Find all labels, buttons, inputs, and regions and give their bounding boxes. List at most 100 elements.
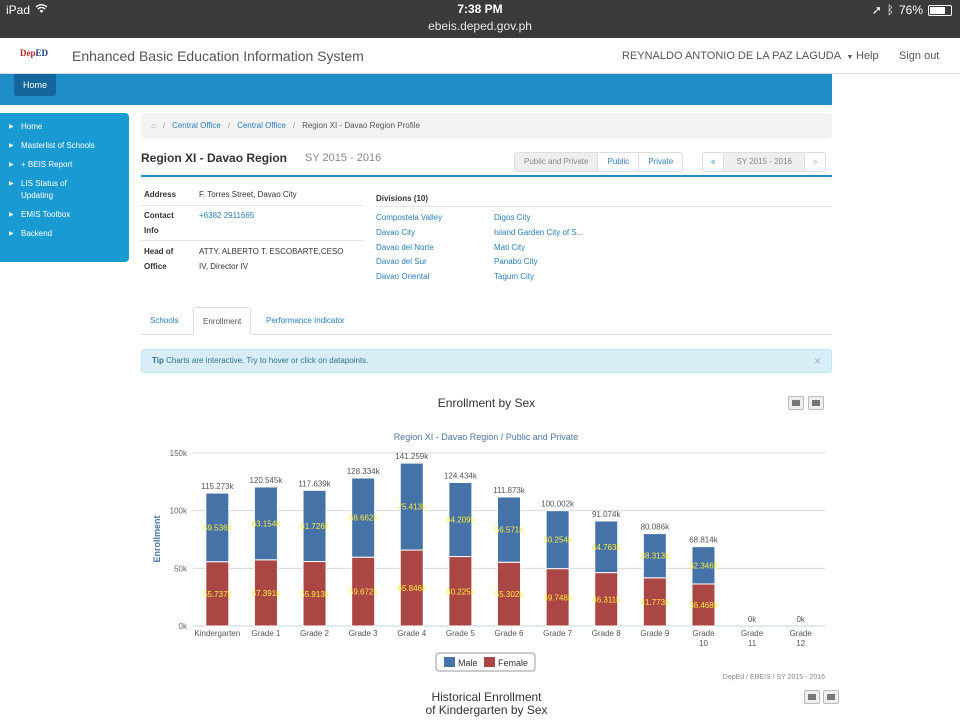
home-tab[interactable]: Home	[14, 74, 56, 96]
logo-dep: Dep	[20, 48, 36, 58]
battery-icon	[928, 4, 952, 16]
print-icon[interactable]	[804, 690, 820, 704]
filter-public-button[interactable]: Public	[598, 153, 640, 171]
division-link[interactable]: Tagum City	[494, 272, 535, 281]
wifi-icon	[35, 3, 48, 17]
x-tick-label: Kindergarten	[194, 629, 240, 638]
sidebar-item-label: Home	[21, 122, 43, 131]
title-divider	[141, 175, 832, 177]
data-label-total: 124.434k	[444, 471, 478, 480]
user-name: REYNALDO ANTONIO DE LA PAZ LAGUDA	[622, 50, 841, 62]
division-link[interactable]: Davao del Sur	[376, 257, 427, 266]
data-label-total: 0k	[796, 615, 805, 624]
caret-right-icon: ▶	[9, 231, 14, 237]
data-label-female: 41.773k	[641, 598, 670, 607]
bar-male	[594, 520, 619, 574]
head-value-line2: IV, Director IV	[199, 262, 249, 271]
sidebar-item-lis-status[interactable]: ▶ LIS Status of Updating	[0, 178, 129, 202]
sy-prev-button[interactable]: «	[703, 153, 725, 171]
bar-male	[253, 486, 278, 561]
tab-enrollment[interactable]: Enrollment	[193, 307, 252, 335]
download-icon[interactable]	[823, 690, 839, 704]
x-tick-label: 10	[699, 639, 708, 648]
close-icon[interactable]: ×	[813, 354, 821, 368]
user-menu[interactable]: REYNALDO ANTONIO DE LA PAZ LAGUDA ▼	[622, 50, 853, 62]
tip-text: Charts are interactive. Try to hover or …	[166, 356, 369, 365]
data-label-male: 32.346k	[689, 561, 718, 570]
sidebar-item-label: LIS Status of Updating	[21, 179, 67, 200]
bar-male	[642, 533, 667, 579]
division-link[interactable]: Digos City	[494, 213, 531, 222]
data-label-total: 91.074k	[592, 510, 621, 519]
legend-label-female: Female	[498, 658, 528, 668]
y-tick-label: 50k	[174, 564, 188, 573]
filter-private-button[interactable]: Private	[648, 157, 674, 166]
division-link[interactable]: Davao City	[376, 228, 416, 237]
download-icon[interactable]	[808, 396, 824, 410]
x-tick-label: Grade	[741, 629, 764, 638]
legend-swatch-male	[444, 657, 455, 667]
bar-male	[497, 496, 521, 563]
sidebar-item-home[interactable]: ▶ Home	[0, 121, 129, 133]
legend-swatch-female	[484, 657, 495, 667]
home-icon[interactable]: ⌂	[151, 121, 156, 130]
sy-pager: « SY 2015 - 2016 »	[702, 152, 827, 172]
data-label-male: 56.571k	[495, 526, 524, 535]
sidebar-item-backend[interactable]: ▶ Backend	[0, 228, 129, 240]
address-bar[interactable]: ebeis.deped.gov.ph	[428, 19, 532, 33]
division-link[interactable]: Davao del Norte	[376, 243, 434, 252]
division-link[interactable]: Island Garden City of S...	[494, 228, 584, 237]
hist-title-line1: Historical Enrollment	[431, 690, 542, 704]
help-link[interactable]: Help	[856, 50, 879, 62]
device-indicator: iPad	[6, 3, 48, 17]
sy-next-button[interactable]: »	[812, 157, 818, 166]
x-tick-label: Grade 8	[592, 629, 621, 638]
print-icon[interactable]	[788, 396, 804, 410]
battery-level	[930, 6, 946, 14]
data-label-total: 0k	[748, 615, 757, 624]
contact-value[interactable]: +6382 2911665	[199, 211, 255, 220]
sidebar-item-emis-toolbox[interactable]: ▶ EMIS Toolbox	[0, 209, 129, 221]
signout-link[interactable]: Sign out	[899, 50, 940, 62]
tab-performance-indicator[interactable]: Performance Indicator	[266, 316, 345, 325]
data-label-male: 38.313k	[641, 552, 670, 561]
bar-male	[448, 481, 473, 558]
sidebar: ▶ Home ▶ Masterlist of Schools ▶ + BEIS Rep…	[0, 113, 129, 262]
breadcrumb-link[interactable]: Central Office	[237, 121, 286, 130]
y-axis-title: Enrollment	[152, 515, 162, 562]
division-link[interactable]: Davao Oriental	[376, 272, 430, 281]
head-label-line1: Head of	[144, 247, 174, 256]
breadcrumb-link[interactable]: Central Office	[172, 121, 221, 130]
app-title[interactable]: Enhanced Basic Education Information Sys…	[72, 48, 364, 64]
tabs-baseline	[141, 334, 832, 335]
sidebar-item-masterlist[interactable]: ▶ Masterlist of Schools	[0, 140, 129, 152]
data-label-female: 49.748k	[543, 593, 572, 602]
bar-male	[545, 510, 570, 570]
data-label-male: 63.154k	[252, 519, 281, 528]
filter-public-private-button[interactable]: Public and Private	[515, 153, 599, 171]
tab-schools[interactable]: Schools	[150, 316, 179, 325]
enrollment-chart[interactable]: Region XI - Davao Region / Public and Pr…	[141, 425, 832, 685]
deped-logo[interactable]: DepED	[20, 48, 50, 62]
division-link[interactable]: Panabo City	[494, 257, 538, 266]
x-tick-label: Grade 3	[349, 629, 378, 638]
historical-chart-title: Historical Enrollment of Kindergarten by…	[141, 691, 832, 717]
division-link[interactable]: Mati City	[494, 243, 526, 252]
data-label-total: 115.273k	[201, 482, 234, 491]
divisions-heading: Divisions (10)	[376, 194, 429, 203]
tip-label: Tip	[152, 356, 164, 365]
x-tick-label: Grade	[692, 629, 715, 638]
sidebar-item-label: EMIS Toolbox	[21, 210, 71, 219]
data-label-total: 141.259k	[395, 452, 429, 461]
data-label-total: 68.814k	[689, 536, 718, 545]
chart-subtitle: Region XI - Davao Region / Public and Pr…	[394, 432, 579, 442]
y-tick-label: 100k	[170, 507, 188, 516]
data-label-total: 111.873k	[493, 486, 526, 495]
sidebar-item-beis-report[interactable]: ▶ + BEIS Report	[0, 159, 129, 171]
data-label-female: 65.846k	[398, 584, 427, 593]
chart-svg[interactable]: Region XI - Davao Region / Public and Pr…	[141, 425, 832, 685]
header-band	[0, 74, 832, 105]
division-link[interactable]: Compostela Valley	[376, 213, 443, 222]
hist-title-line2: of Kindergarten by Sex	[425, 703, 548, 717]
divider	[141, 205, 363, 206]
